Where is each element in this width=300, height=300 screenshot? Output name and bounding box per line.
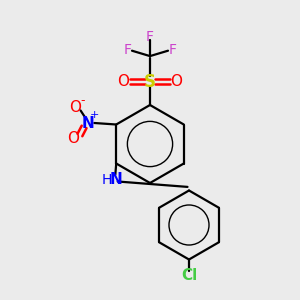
Text: Cl: Cl [181,268,197,283]
Text: F: F [124,43,131,57]
Text: -: - [80,94,85,107]
Text: N: N [81,116,94,130]
Text: F: F [169,43,176,57]
Text: O: O [170,74,182,89]
Text: +: + [90,110,99,121]
Text: O: O [67,130,79,146]
Text: S: S [144,73,156,91]
Text: O: O [69,100,81,115]
Text: N: N [110,172,123,188]
Text: O: O [118,74,130,89]
Text: H: H [101,173,112,187]
Text: F: F [146,30,154,44]
